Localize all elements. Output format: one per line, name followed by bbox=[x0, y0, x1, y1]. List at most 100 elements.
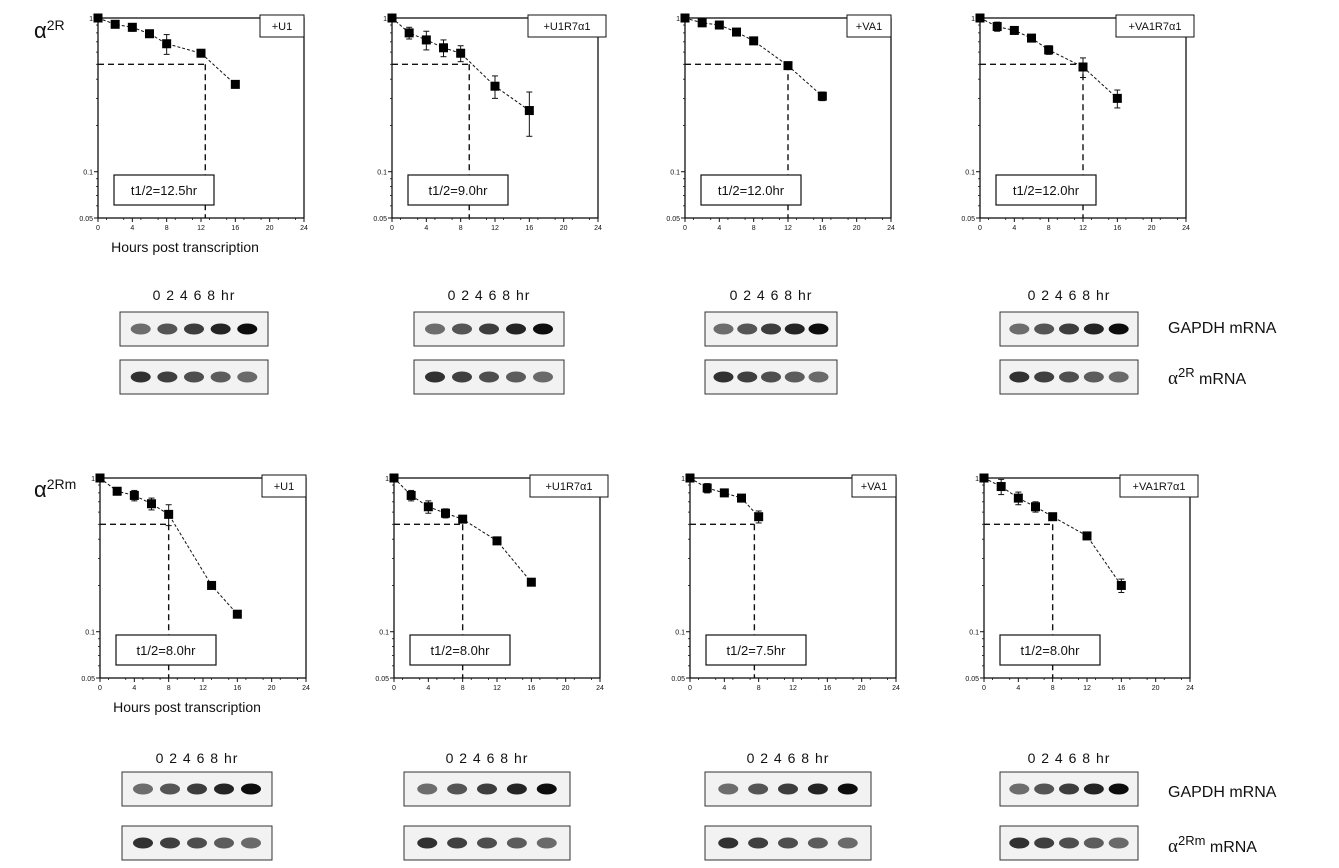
x-tick-label: 16 bbox=[818, 225, 826, 232]
half-life-label: t1/2=12.0hr bbox=[1013, 183, 1080, 198]
y-tick-label: 0.1 bbox=[83, 170, 93, 177]
data-point bbox=[147, 499, 156, 509]
target-mrna-superscript: 2R bbox=[1178, 365, 1195, 380]
blot-band bbox=[807, 837, 828, 849]
y-tick-label: 0.05 bbox=[79, 216, 93, 223]
y-tick-label: 0.05 bbox=[671, 676, 685, 683]
x-tick-label: 8 bbox=[459, 225, 463, 232]
blot-band bbox=[241, 837, 261, 849]
y-tick-label: 0.05 bbox=[666, 216, 680, 223]
blot-band bbox=[1034, 371, 1055, 383]
blot-band bbox=[130, 371, 151, 383]
condition-tag-box bbox=[1115, 14, 1195, 38]
condition-tag-box bbox=[259, 14, 305, 38]
data-point bbox=[702, 483, 712, 493]
blot-band bbox=[237, 371, 258, 383]
blot-band bbox=[761, 323, 781, 335]
data-point bbox=[1116, 580, 1126, 590]
condition-tag-box bbox=[527, 14, 607, 38]
lane-labels: 0 2 4 6 8 hr bbox=[448, 287, 531, 303]
blot-band bbox=[133, 837, 153, 849]
condition-tag: +VA1 bbox=[856, 21, 882, 33]
blot-band bbox=[737, 323, 758, 335]
blot-band bbox=[417, 837, 438, 849]
y-tick-label: 0.05 bbox=[373, 216, 387, 223]
x-tick-label: 4 bbox=[424, 225, 428, 232]
data-point bbox=[1013, 493, 1023, 503]
data-point bbox=[1031, 502, 1040, 512]
row-label: α2Rm bbox=[34, 476, 76, 502]
gapdh-mrna-label: GAPDH mRNA bbox=[1168, 320, 1277, 337]
data-point bbox=[490, 81, 500, 91]
x-tick-label: 24 bbox=[887, 225, 895, 232]
y-tick-label: 0.1 bbox=[377, 170, 387, 177]
x-tick-label: 16 bbox=[823, 685, 831, 692]
x-tick-label: 12 bbox=[199, 685, 207, 692]
northern-blot: 0 2 4 6 8 hr bbox=[403, 750, 571, 861]
blot-band bbox=[1009, 371, 1030, 383]
data-point bbox=[492, 536, 502, 546]
fit-line bbox=[684, 17, 823, 97]
condition-tag: +U1 bbox=[274, 481, 295, 493]
blot-band bbox=[778, 837, 798, 849]
x-tick-label: 16 bbox=[527, 685, 535, 692]
blot-band bbox=[479, 371, 499, 383]
data-point bbox=[524, 106, 534, 116]
blot-band bbox=[506, 783, 527, 795]
data-point bbox=[389, 473, 399, 483]
chart-panel: 0 4 8 12 16 20 24 1 0.1 0.05 +U1 t1/2=12.5hr Hours p… bbox=[79, 13, 308, 395]
blot-band bbox=[784, 323, 805, 335]
y-tick-label: 1 bbox=[681, 476, 685, 483]
x-tick-label: 20 bbox=[268, 685, 276, 692]
northern-blot: 0 2 4 6 8 hr bbox=[999, 287, 1139, 395]
blot-band bbox=[160, 837, 180, 849]
blot-band bbox=[210, 323, 231, 335]
blot-band bbox=[157, 371, 178, 383]
blot-band bbox=[1034, 323, 1055, 335]
blot-band bbox=[737, 371, 758, 383]
x-tick-label: 20 bbox=[853, 225, 861, 232]
half-life-box bbox=[115, 634, 217, 666]
blot-band bbox=[184, 371, 204, 383]
half-life-box bbox=[407, 174, 509, 206]
condition-tag: +VA1R7α1 bbox=[1133, 481, 1186, 493]
data-point bbox=[996, 482, 1006, 492]
northern-blot: 0 2 4 6 8 hr bbox=[121, 750, 273, 861]
northern-blot: 0 2 4 6 8 hr bbox=[704, 287, 838, 395]
half-life-box bbox=[995, 174, 1097, 206]
y-tick-label: 1 bbox=[971, 16, 975, 23]
blot-band bbox=[1083, 371, 1104, 383]
condition-tag-box bbox=[261, 474, 307, 498]
x-tick-label: 12 bbox=[784, 225, 792, 232]
condition-tag: +VA1 bbox=[861, 481, 887, 493]
data-point bbox=[680, 13, 690, 23]
x-tick-label: 16 bbox=[233, 685, 241, 692]
x-tick-label: 4 bbox=[1016, 685, 1020, 692]
data-point bbox=[732, 27, 741, 37]
x-tick-label: 8 bbox=[1051, 685, 1055, 692]
data-point bbox=[110, 19, 120, 29]
data-point bbox=[232, 609, 242, 619]
x-tick-label: 8 bbox=[1047, 225, 1051, 232]
data-point bbox=[404, 28, 414, 38]
y-tick-label: 0.05 bbox=[965, 676, 979, 683]
blot-band bbox=[130, 323, 151, 335]
row-label-symbol: α bbox=[34, 477, 47, 502]
blot-band bbox=[718, 783, 739, 795]
y-tick-label: 0.05 bbox=[375, 676, 389, 683]
y-tick-label: 0.1 bbox=[379, 630, 389, 637]
target-mrna-alpha: α bbox=[1168, 368, 1178, 389]
data-point bbox=[196, 48, 206, 58]
x-tick-label: 4 bbox=[722, 685, 726, 692]
chart-panel: 0 4 8 12 16 20 24 1 0.1 0.05 +VA1 t1/2=12.0hr 0 2 4 … bbox=[666, 13, 895, 395]
northern-blot: 0 2 4 6 8 hr bbox=[704, 750, 872, 861]
lane-labels: 0 2 4 6 8 hr bbox=[730, 287, 813, 303]
y-tick-label: 0.05 bbox=[81, 676, 95, 683]
blot-band bbox=[1009, 323, 1030, 335]
row-label-superscript: 2R bbox=[47, 17, 65, 33]
blot-band bbox=[452, 371, 472, 383]
condition-tag-box bbox=[851, 474, 897, 498]
blot-band bbox=[506, 837, 527, 849]
blot-band bbox=[1083, 837, 1104, 849]
